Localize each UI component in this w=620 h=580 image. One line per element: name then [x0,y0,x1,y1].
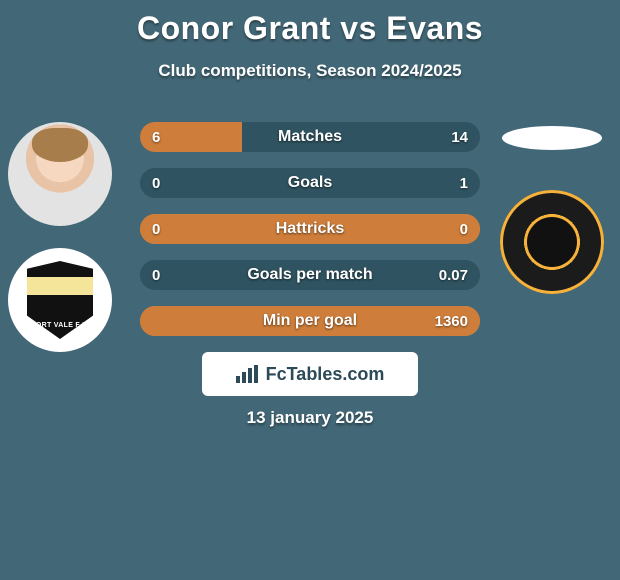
bar-left-fill [140,306,480,336]
bar-track [140,168,480,198]
brand-text: FcTables.com [266,364,385,385]
bar-value-right: 0 [460,214,468,244]
left-player-column: PORT VALE F.C. [8,122,118,352]
bar-track [140,306,480,336]
bar-left-fill [140,214,480,244]
bar-value-right: 1 [460,168,468,198]
stat-bar: 0 Hattricks 0 [140,214,480,244]
bar-track [140,260,480,290]
bar-track [140,214,480,244]
stat-bar: Min per goal 1360 [140,306,480,336]
player-photo-left [8,122,112,226]
player-photo-right [502,126,602,150]
stat-bar: 0 Goals 1 [140,168,480,198]
stat-bar: 0 Goals per match 0.07 [140,260,480,290]
bar-value-right: 1360 [435,306,468,336]
port-vale-badge: PORT VALE F.C. [8,248,112,352]
brand-badge: FcTables.com [202,352,418,396]
bar-track [140,122,480,152]
stat-bar: 6 Matches 14 [140,122,480,152]
subtitle: Club competitions, Season 2024/2025 [0,61,620,81]
bar-value-right: 0.07 [439,260,468,290]
comparison-infographic: Conor Grant vs Evans Club competitions, … [0,0,620,580]
stat-bars: 6 Matches 14 0 Goals 1 0 Hattricks 0 0 [140,122,480,352]
bar-value-left: 0 [152,168,160,198]
newport-county-badge [500,190,604,294]
bar-value-right: 14 [451,122,468,152]
bar-chart-icon [236,365,258,383]
page-title: Conor Grant vs Evans [0,0,620,47]
bar-value-left: 0 [152,214,160,244]
bar-value-left: 6 [152,122,160,152]
bar-value-left: 0 [152,260,160,290]
date-text: 13 january 2025 [0,408,620,428]
right-player-column [492,122,612,352]
